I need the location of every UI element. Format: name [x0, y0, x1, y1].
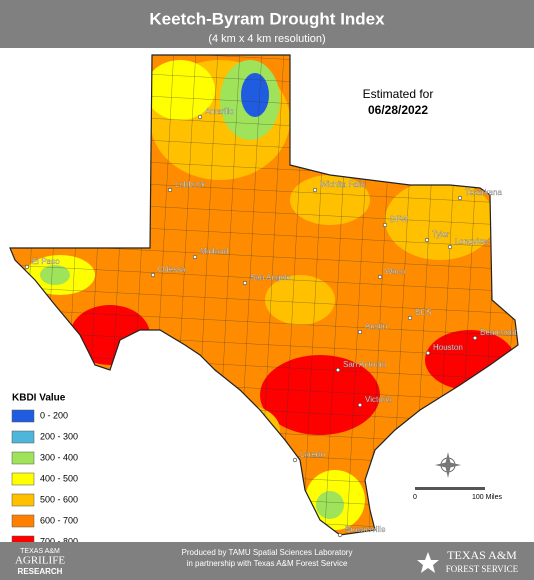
city-dot	[382, 222, 388, 228]
city-label: Beaumont	[480, 328, 517, 337]
city-dot	[407, 315, 413, 321]
scale-bar	[415, 487, 485, 490]
footer-right-2: FOREST SERVICE	[446, 564, 519, 574]
city-label: Longview	[455, 237, 489, 246]
city-dot	[472, 335, 478, 341]
footer-right-1: TEXAS A&M	[447, 548, 517, 562]
city-dot	[197, 114, 203, 120]
city-label: Midland	[200, 247, 228, 256]
city-label: Odessa	[158, 265, 186, 274]
city-dot	[292, 457, 298, 463]
city-label: Texarkana	[465, 188, 502, 197]
title: Keetch-Byram Drought Index	[149, 9, 385, 28]
star-logo	[417, 552, 439, 573]
city-label: Austin	[365, 322, 387, 331]
city-dot	[167, 187, 173, 193]
city-label: Victoria	[365, 395, 392, 404]
legend-label: 300 - 400	[40, 452, 78, 462]
header-bar	[0, 0, 534, 48]
city-dot	[447, 244, 453, 250]
legend-swatch	[11, 493, 35, 507]
footer-left-3: RESEARCH	[18, 567, 63, 576]
city-dot	[335, 367, 341, 373]
city-label: DFW	[390, 215, 409, 224]
city-dot	[24, 264, 30, 270]
footer-center-1: Produced by TAMU Spatial Sciences Labora…	[182, 548, 353, 557]
city-dot	[312, 187, 318, 193]
city-dot	[425, 350, 431, 356]
legend-title: KBDI Value	[12, 393, 66, 404]
legend-label: 200 - 300	[40, 431, 78, 441]
city-dot	[150, 272, 156, 278]
city-label: Houston	[433, 343, 463, 352]
legend-label: 600 - 700	[40, 515, 78, 525]
city-label: Lubbock	[175, 180, 206, 189]
legend-swatch	[11, 430, 35, 444]
footer-left-2: AGRILIFE	[15, 555, 65, 567]
scale-end: 100 Miles	[472, 494, 502, 501]
footer-left-1: TEXAS A&M	[20, 548, 60, 555]
city-label: Waco	[385, 267, 406, 276]
legend-label: 700 - 800	[40, 536, 78, 546]
estimate-label: Estimated for	[363, 87, 434, 101]
city-label: Amarillo	[205, 107, 234, 116]
legend-label: 400 - 500	[40, 473, 78, 483]
city-labels: Amarillo Lubbock Wichita Falls Texarkana DFW…	[24, 107, 517, 538]
compass	[435, 452, 461, 478]
footer-bar	[0, 542, 534, 580]
city-dot	[242, 280, 248, 286]
legend-swatch	[11, 409, 35, 423]
city-label: San Antonio	[343, 360, 387, 369]
city-label: Laredo	[300, 450, 325, 459]
city-dot	[357, 329, 363, 335]
city-dot	[192, 254, 198, 260]
city-label: Tyler	[432, 230, 450, 239]
city-label: Brownsville	[345, 525, 386, 534]
city-label: El Paso	[32, 257, 60, 266]
city-label: BCS	[415, 308, 431, 317]
legend-swatch	[11, 451, 35, 465]
footer-center-2: in partnership with Texas A&M Forest Ser…	[187, 559, 348, 568]
city-dot	[424, 237, 430, 243]
legend-swatch	[11, 514, 35, 528]
legend-label: 500 - 600	[40, 494, 78, 504]
city-dot	[357, 402, 363, 408]
city-dot	[377, 274, 383, 280]
legend-swatch	[11, 472, 35, 486]
city-dot	[337, 532, 343, 538]
city-label: Wichita Falls	[320, 180, 365, 189]
city-label: San Angelo	[250, 273, 291, 282]
estimate-date: 06/28/2022	[368, 103, 428, 117]
scale-start: 0	[413, 494, 417, 501]
city-dot	[457, 195, 463, 201]
subtitle: (4 km x 4 km resolution)	[208, 33, 325, 45]
legend-label: 0 - 200	[40, 410, 68, 420]
